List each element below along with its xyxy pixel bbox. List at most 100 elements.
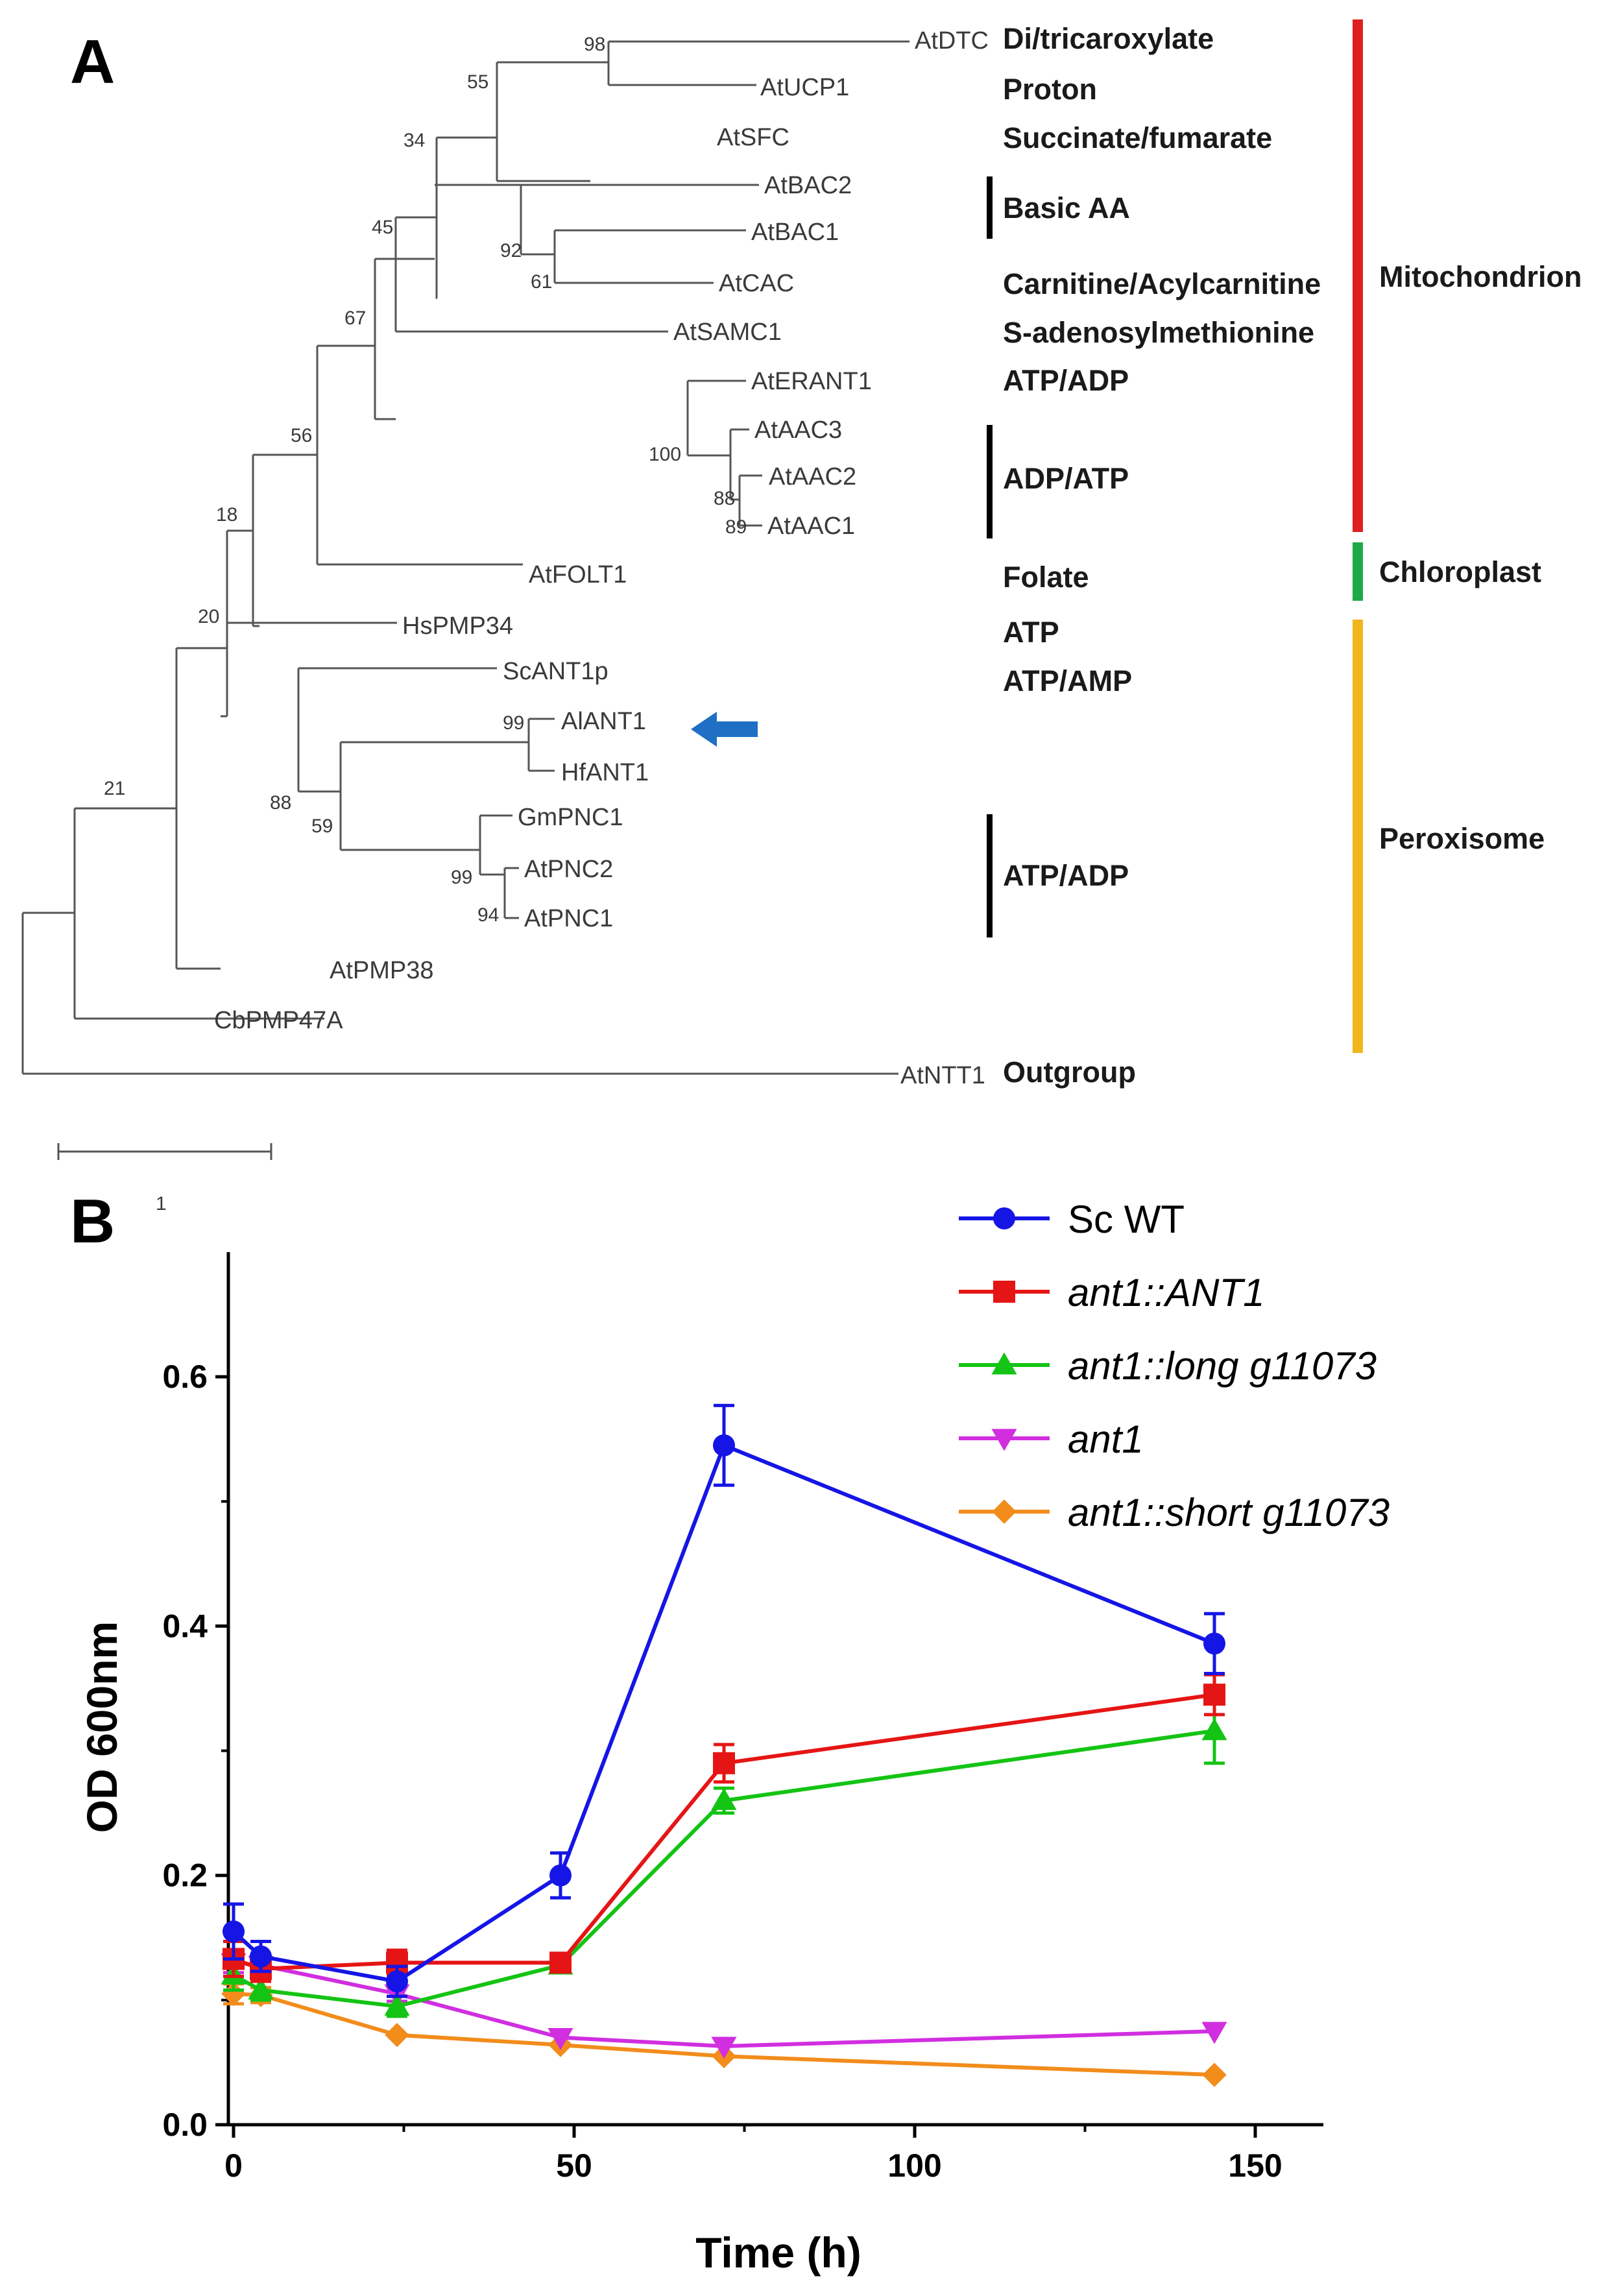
y-tick-label: 0.2 <box>162 1857 208 1894</box>
branch-node-59 <box>339 741 529 851</box>
branch-node-21 <box>73 807 324 1020</box>
branch-node-92 <box>435 184 759 256</box>
x-tick-label: 100 <box>887 2147 941 2184</box>
tip-label: HsPMP34 <box>402 612 513 640</box>
data-point <box>711 1787 737 1810</box>
legend-swatch-marker <box>992 1499 1017 1524</box>
data-point <box>1202 2062 1227 2087</box>
panel-b-growth-chart: B 0.0 0.2 0.4 0.6 0 50 100 150 OD 600nm Time (… <box>70 1187 1390 2277</box>
data-point <box>386 1970 408 1993</box>
bootstrap-value: 94 <box>477 904 499 926</box>
bootstrap-value: 61 <box>531 271 552 293</box>
branch-node-34-child <box>435 136 497 300</box>
branch-node-18-tails <box>227 622 397 626</box>
panel-b-label: B <box>70 1187 115 1256</box>
data-point <box>549 1952 572 1974</box>
data-point <box>713 1752 735 1774</box>
y-ticks: 0.0 0.2 0.4 0.6 <box>162 1359 228 2143</box>
tip-label: AtBAC1 <box>751 219 839 246</box>
bootstrap-values: 98 55 34 92 61 45 67 100 88 89 56 18 20 … <box>104 34 747 926</box>
branch-node-98 <box>607 40 909 86</box>
y-tick-label: 0.0 <box>162 2107 208 2143</box>
series-sc-wt <box>223 1403 1225 1998</box>
legend-label: Sc WT <box>1068 1198 1185 1241</box>
series-ant1 <box>221 1951 1227 2059</box>
tip-label: AtCAC <box>719 270 794 297</box>
y-tick-label: 0.6 <box>162 1359 208 1395</box>
tip-label: AtAAC2 <box>769 463 856 490</box>
tip-label: GmPNC1 <box>518 804 623 831</box>
legend-label: ant1::short g11073 <box>1068 1491 1390 1534</box>
bootstrap-value: 99 <box>451 867 472 888</box>
tip-label: AtPNC2 <box>524 856 613 883</box>
compartment-bar-mitochondrion <box>1353 19 1363 532</box>
panel-a-phylogenetic-tree: A <box>21 19 1582 1214</box>
branch-node-61 <box>525 229 746 284</box>
x-tick-label: 50 <box>556 2147 592 2184</box>
tip-label: ScANT1p <box>503 658 608 685</box>
data-point <box>549 1864 572 1887</box>
function-label: Outgroup <box>1003 1056 1136 1089</box>
branch-node-34 <box>394 216 668 333</box>
branch-node-88b <box>297 667 497 793</box>
function-labels: Di/tricaroxylate Proton Succinate/fumara… <box>1003 22 1321 1089</box>
group-bracket-atp-adp <box>987 814 993 937</box>
data-point <box>221 1981 246 2006</box>
x-tick-label: 150 <box>1228 2147 1282 2184</box>
function-label: Di/tricaroxylate <box>1003 22 1214 55</box>
legend-entry: ant1::short g11073 <box>959 1491 1390 1534</box>
group-label-atp-adp: ATP/ADP <box>1003 859 1129 892</box>
tip-label: AtPNC1 <box>524 905 613 932</box>
legend-swatch-marker <box>993 1207 1015 1229</box>
arrow-shape <box>691 712 758 747</box>
series-ant1-ant1 <box>223 1673 1225 1983</box>
bootstrap-value: 45 <box>372 217 393 238</box>
data-point <box>548 2028 573 2051</box>
scale-bar-line <box>57 1143 272 1160</box>
function-label: Proton <box>1003 73 1097 106</box>
branch-node-45 <box>374 258 435 420</box>
group-bracket-adp-atp <box>987 425 993 538</box>
series-line <box>232 1693 1215 1971</box>
scale-bar: 1 <box>57 1143 272 1214</box>
tree-branches <box>21 40 909 1075</box>
tip-label: CbPMP47A <box>214 1007 343 1034</box>
function-label: Succinate/fumarate <box>1003 121 1272 154</box>
branch-node-99b <box>479 814 512 876</box>
group-label-adp-atp: ADP/ATP <box>1003 462 1129 495</box>
bootstrap-value: 92 <box>500 240 522 261</box>
bootstrap-value: 89 <box>725 516 747 538</box>
compartment-bar-peroxisome <box>1353 620 1363 1053</box>
tip-label: AtPMP38 <box>330 957 434 984</box>
legend-entry: Sc WT <box>959 1198 1185 1241</box>
bootstrap-value: 67 <box>344 308 366 329</box>
compartment-label-peroxisome: Peroxisome <box>1379 822 1545 855</box>
group-brackets: Basic AA ADP/ATP ATP/ADP <box>987 176 1130 937</box>
data-point <box>250 1945 272 1968</box>
tip-labels: AtDTC AtUCP1 AtSFC AtBAC2 AtBAC1 AtCAC A… <box>214 27 989 1089</box>
tip-label: AtAAC3 <box>754 417 842 444</box>
legend-entry: ant1 <box>959 1418 1144 1461</box>
legend-label: ant1::long g11073 <box>1068 1344 1377 1388</box>
branch-node-100 <box>686 380 746 457</box>
bootstrap-value: 21 <box>104 778 125 799</box>
y-tick-label: 0.4 <box>162 1608 208 1644</box>
function-label: Carnitine/Acylcarnitine <box>1003 267 1321 300</box>
legend-label: ant1 <box>1068 1418 1144 1461</box>
bootstrap-value: 59 <box>311 816 333 837</box>
tip-label: AtFOLT1 <box>529 561 627 588</box>
legend-swatch-marker <box>991 1429 1017 1451</box>
branch-node-89 <box>738 474 762 527</box>
group-label-basic-aa: Basic AA <box>1003 191 1130 224</box>
branch-node-67 <box>316 344 523 566</box>
x-tick-label: 0 <box>224 2147 243 2184</box>
compartment-bar-chloroplast <box>1353 542 1363 601</box>
function-label: ATP/AMP <box>1003 664 1132 697</box>
function-label: S-adenosylmethionine <box>1003 316 1314 349</box>
legend-swatch-marker <box>991 1352 1017 1375</box>
tip-label: AtBAC2 <box>764 172 852 199</box>
data-point <box>711 2036 737 2059</box>
data-point <box>248 1977 274 2000</box>
data-point <box>223 1920 245 1943</box>
bootstrap-value: 56 <box>291 425 312 446</box>
